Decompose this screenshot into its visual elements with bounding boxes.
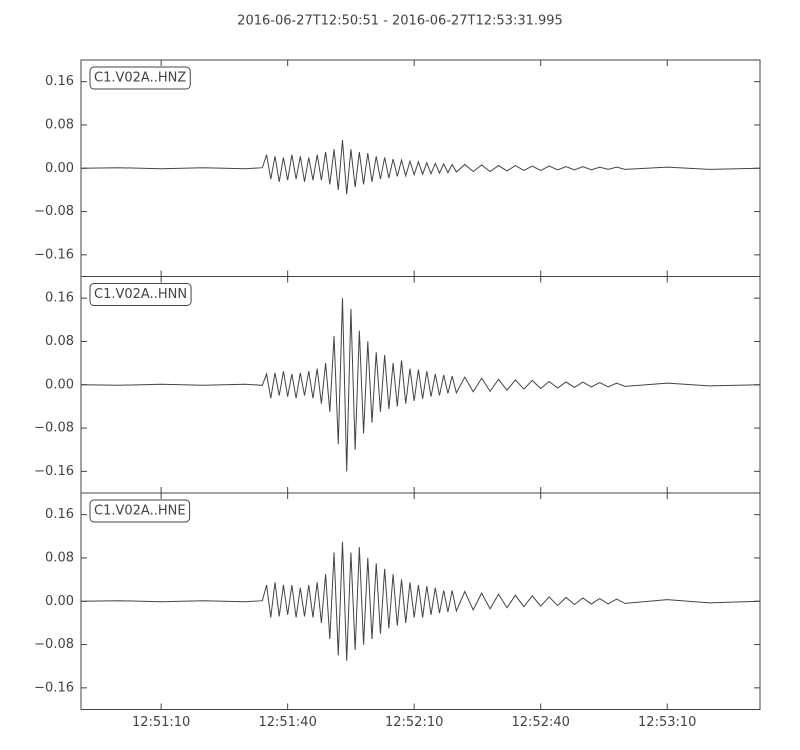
y-tick-label: −0.08 [34, 204, 74, 219]
y-tick-label: −0.16 [34, 464, 74, 479]
trace-label: C1.V02A..HNE [94, 504, 186, 519]
y-tick-label: −0.08 [34, 421, 74, 436]
y-tick-label: 0.00 [45, 161, 74, 176]
y-tick-label: 0.16 [45, 507, 74, 522]
y-tick-label: 0.08 [45, 550, 74, 565]
trace-label: C1.V02A..HNZ [94, 71, 186, 86]
y-tick-label: −0.16 [34, 247, 74, 262]
trace-label: C1.V02A..HNN [94, 287, 187, 302]
x-tick-label: 12:52:40 [512, 715, 570, 730]
y-tick-label: 0.00 [45, 594, 74, 609]
y-tick-label: −0.16 [34, 680, 74, 695]
waveform [80, 541, 761, 661]
x-tick-label: 12:51:10 [132, 715, 190, 730]
y-tick-label: 0.00 [45, 377, 74, 392]
waveform [80, 298, 761, 472]
trace-label-box [89, 283, 192, 306]
y-tick-label: 0.16 [45, 291, 74, 306]
y-tick-label: 0.08 [45, 334, 74, 349]
y-tick-label: −0.08 [34, 637, 74, 652]
y-tick-label: 0.16 [45, 74, 74, 89]
y-tick-label: 0.08 [45, 117, 74, 132]
x-tick-label: 12:53:10 [638, 715, 696, 730]
trace-label-box [89, 499, 191, 523]
x-tick-label: 12:51:40 [258, 715, 316, 730]
trace-label-box [89, 66, 191, 90]
chart-title: 2016-06-27T12:50:51 - 2016-06-27T12:53:3… [237, 14, 563, 29]
waveform [80, 140, 761, 195]
x-tick-label: 12:52:10 [385, 715, 443, 730]
